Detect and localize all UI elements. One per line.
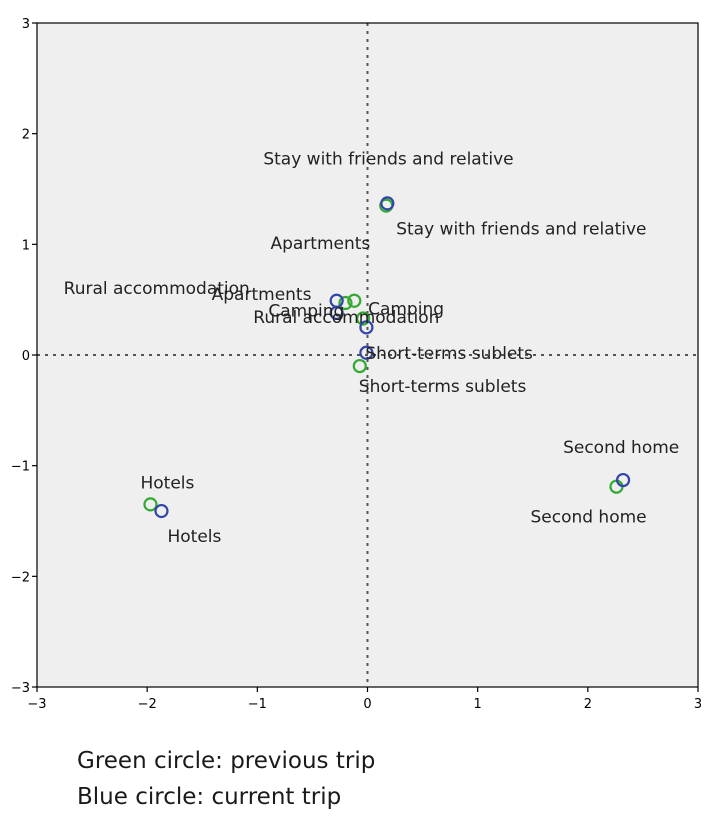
x-tick-label: 0 — [363, 697, 371, 712]
previous-trip-label: Second home — [530, 508, 646, 528]
previous-trip-label: Short-terms sublets — [359, 377, 527, 397]
current-trip-label: Short-terms sublets — [365, 344, 533, 364]
y-tick-label: 3 — [22, 17, 30, 32]
y-tick-label: −1 — [11, 460, 30, 475]
previous-trip-point — [355, 311, 371, 326]
previous-trip-point — [338, 295, 353, 311]
previous-trip-label: Rural accommodation — [253, 308, 439, 328]
current-trip-point — [380, 196, 395, 211]
y-tick-label: 2 — [22, 128, 30, 143]
current-trip-label: Second home — [563, 438, 679, 458]
current-trip-label: Apartments — [212, 285, 312, 305]
previous-trip-label: Hotels — [140, 473, 194, 493]
current-trip-label: Camping — [268, 301, 344, 321]
scatter-chart: −3 −2 −1 0 1 2 3 −3 −2 −1 0 1 2 3 Stay with friends a… — [11, 17, 702, 712]
data-points — [143, 196, 631, 519]
current-trip-label: Hotels — [167, 527, 221, 547]
previous-trip-label: Apartments — [270, 234, 370, 254]
current-trip-label: Rural accommodation — [64, 279, 250, 299]
x-tick-label: 2 — [584, 697, 592, 712]
previous-trip-point — [143, 497, 158, 512]
y-tick-label: −3 — [11, 681, 30, 696]
x-tick-label: −1 — [248, 697, 267, 712]
current-trip-point — [359, 320, 374, 335]
data-labels: Stay with friends and relative Rural acco… — [64, 149, 680, 547]
y-tick-label: 0 — [22, 349, 30, 364]
previous-trip-point — [347, 293, 362, 308]
current-trip-point — [615, 472, 631, 488]
y-tick-label: 1 — [22, 238, 30, 253]
previous-trip-point — [352, 358, 367, 374]
x-tick-label: −3 — [27, 697, 46, 712]
caption-blue-circle: Blue circle: current trip — [77, 784, 342, 810]
previous-trip-label: Camping — [368, 299, 444, 319]
previous-trip-label: Stay with friends and relative — [396, 220, 646, 240]
axis-ticks: −3 −2 −1 0 1 2 3 −3 −2 −1 0 1 2 3 — [11, 17, 702, 712]
current-trip-point — [154, 503, 169, 519]
y-tick-label: −2 — [11, 570, 30, 585]
current-trip-point — [329, 305, 344, 321]
current-trip-point — [359, 345, 374, 360]
caption-green-circle: Green circle: previous trip — [77, 748, 376, 774]
x-tick-label: 3 — [694, 697, 702, 712]
x-tick-label: −2 — [138, 697, 157, 712]
current-trip-label: Stay with friends and relative — [263, 149, 513, 169]
x-tick-label: 1 — [474, 697, 482, 712]
